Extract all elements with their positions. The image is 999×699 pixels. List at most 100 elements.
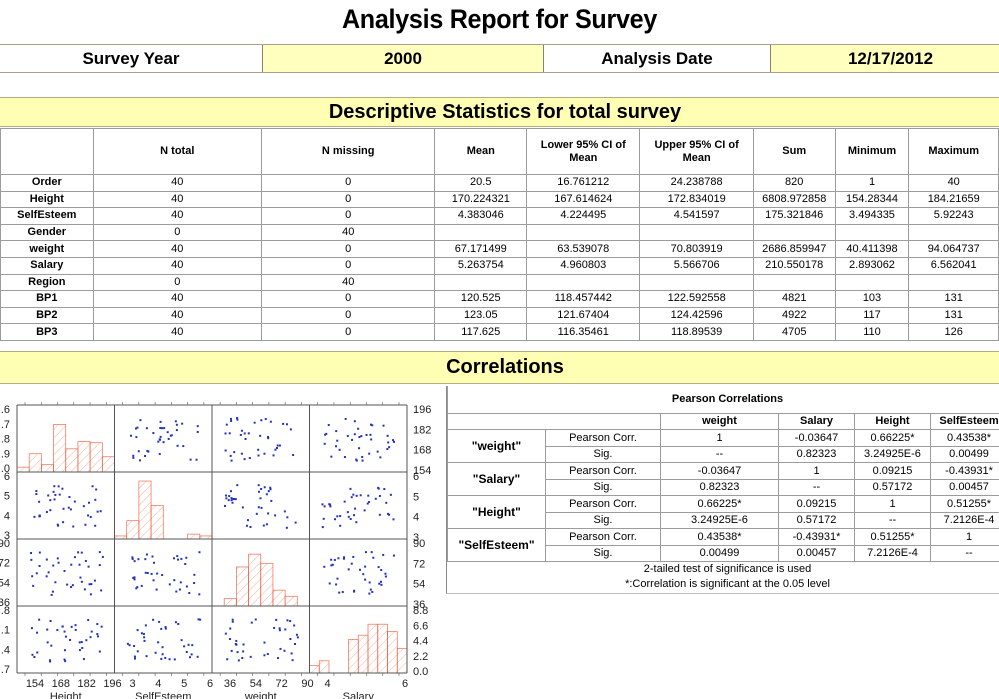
pearson-cell: 1 <box>854 495 931 513</box>
scatter-point <box>144 571 147 574</box>
table-row: BP3 40 0 117.625 116.35461 118.89539 4705 110 12… <box>0 323 999 341</box>
scatter-point <box>278 444 281 447</box>
col-header-minimum: Minimum <box>834 128 910 175</box>
scatter-point <box>236 651 239 654</box>
scatter-point <box>62 521 65 524</box>
scatter-point <box>99 510 102 513</box>
scatter-point <box>224 632 227 635</box>
scatter-point <box>176 444 179 447</box>
scatter-point <box>70 586 73 589</box>
right-axis-tick-label: 5 <box>413 491 419 503</box>
scatter-point <box>67 506 70 509</box>
table-cell: 0 <box>92 223 262 242</box>
scatter-point <box>383 488 386 491</box>
scatter-point <box>176 555 179 558</box>
scatter-point <box>36 651 39 654</box>
scatter-point <box>144 624 147 627</box>
scatter-point <box>293 624 296 627</box>
scatter-point <box>181 422 184 425</box>
pearson-cell: -- <box>778 478 855 496</box>
scatter-point <box>350 562 353 565</box>
histogram-bar <box>126 520 140 540</box>
scatter-point <box>35 572 38 575</box>
scatter-point <box>45 575 48 578</box>
scatter-point <box>73 500 76 503</box>
scatter-point <box>173 579 176 582</box>
pearson-variable-label: "Height" <box>447 495 546 529</box>
scatter-point <box>257 448 260 451</box>
scatter-point <box>70 625 73 628</box>
col-header-upper-ci: Upper 95% CI of Mean <box>639 128 754 175</box>
scatter-point <box>361 459 364 462</box>
scatter-point <box>245 524 248 527</box>
scatter-point <box>364 551 367 554</box>
table-cell: 4.541597 <box>639 207 754 225</box>
scatter-point <box>142 633 145 636</box>
histogram-bar <box>65 448 79 473</box>
scatter-point <box>98 551 101 554</box>
correlations-section-header: Correlations <box>0 351 999 384</box>
scatter-point <box>78 641 81 644</box>
scatter-point <box>175 590 178 593</box>
scatter-point <box>136 426 139 429</box>
scatter-point <box>140 584 143 587</box>
histogram-bar <box>357 634 369 674</box>
scatter-point <box>230 459 233 462</box>
row-label: Height <box>0 190 94 209</box>
scatter-point <box>96 623 99 626</box>
scatter-point <box>133 655 136 658</box>
scatter-point <box>339 515 342 518</box>
scatter-point <box>253 421 256 424</box>
scatter-point <box>157 440 160 443</box>
row-label: BP3 <box>0 323 94 341</box>
pearson-cell: -0.43931* <box>778 528 855 546</box>
left-axis-tick-label: 3 <box>4 530 10 542</box>
table-cell: 4922 <box>752 306 836 325</box>
histogram-bar <box>101 456 115 473</box>
scatter-point <box>84 523 87 526</box>
scatter-point <box>49 499 52 502</box>
scatter-point <box>193 582 196 585</box>
scatter-point <box>289 638 292 641</box>
scatter-point <box>30 627 33 630</box>
scatter-point <box>385 501 388 504</box>
scatter-point <box>63 649 66 652</box>
pearson-stat-label: Sig. <box>545 478 661 496</box>
pearson-header-blank <box>447 412 661 430</box>
scatter-point <box>349 518 352 521</box>
table-cell <box>908 223 999 242</box>
table-cell <box>434 223 528 242</box>
scatter-point <box>145 655 148 658</box>
pearson-cell: 0.82323 <box>660 478 779 496</box>
scatter-point <box>336 439 339 442</box>
table-cell: 4821 <box>752 290 836 308</box>
left-axis-tick-label: .8 <box>1 434 10 446</box>
scatter-point <box>159 427 162 430</box>
scatter-point <box>323 442 326 445</box>
scatter-point <box>284 628 287 631</box>
scatter-point <box>370 438 373 441</box>
scatter-point <box>355 521 358 524</box>
scatter-point <box>98 650 101 653</box>
scatter-point <box>132 576 135 579</box>
scatter-point <box>50 644 53 647</box>
pearson-cell: 0.09215 <box>854 462 931 480</box>
scatter-point <box>158 453 161 456</box>
scatter-point <box>61 487 64 490</box>
table-cell: 172.834019 <box>639 190 754 209</box>
pearson-note: *:Correlation is significant at the 0.05… <box>625 578 830 590</box>
table-cell: 175.321846 <box>752 207 836 225</box>
scatter-point <box>66 583 69 586</box>
scatter-point <box>355 494 358 497</box>
left-axis-tick-label: .4 <box>1 644 10 656</box>
scatter-point <box>133 578 136 581</box>
scatter-point <box>346 434 349 437</box>
scatter-point <box>198 551 201 554</box>
scatter-point <box>267 437 270 440</box>
scatter-point <box>134 427 137 430</box>
scatter-point <box>377 487 380 490</box>
pearson-stat-label: Pearson Corr. <box>545 429 661 447</box>
right-axis-tick-label: 4.4 <box>413 636 428 648</box>
scatter-point <box>158 438 161 441</box>
scatter-point <box>136 650 139 653</box>
